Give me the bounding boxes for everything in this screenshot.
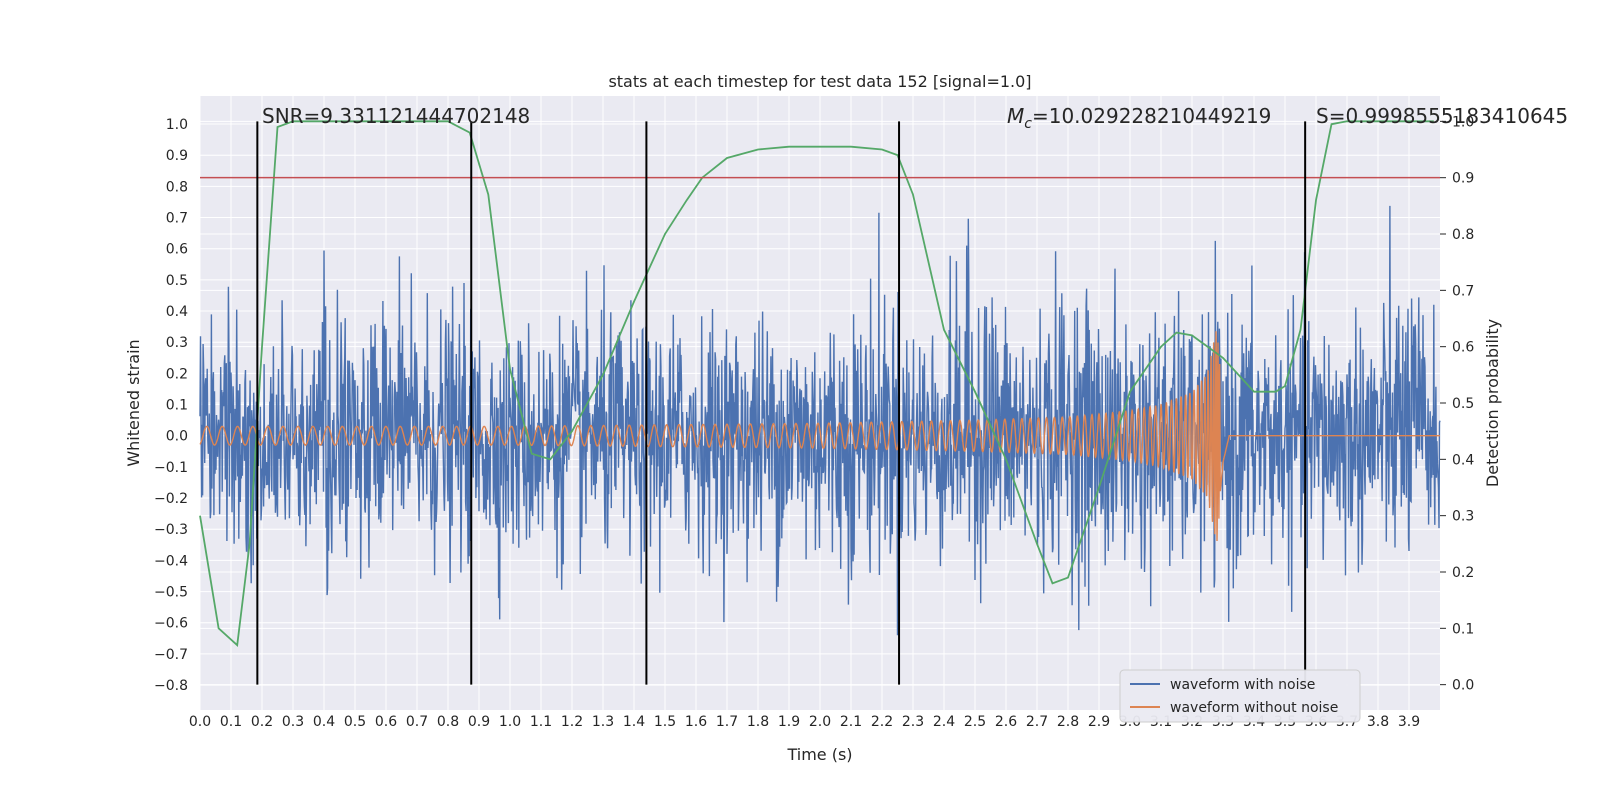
y2-tick-label: 0.6 xyxy=(1452,340,1474,356)
legend-box xyxy=(1119,669,1361,723)
chirp-mass-value: =10.029228210449219 xyxy=(1032,104,1271,128)
x-tick-label: 2.0 xyxy=(809,714,831,730)
y2-tick-label: 0.3 xyxy=(1452,509,1474,525)
y-tick-label: −0.3 xyxy=(154,522,188,538)
y-tick-label: −0.2 xyxy=(154,491,188,507)
x-tick-label: 1.7 xyxy=(716,714,738,730)
x-tick-label: 1.5 xyxy=(654,714,676,730)
y2-tick-label: 0.7 xyxy=(1452,283,1474,299)
series-detection-probability xyxy=(199,120,1434,648)
x-tick-label: 2.3 xyxy=(902,714,924,730)
x-tick-label: 1.1 xyxy=(530,714,552,730)
y-tick-label: 0.9 xyxy=(166,148,188,164)
y-tick-label: 0.4 xyxy=(166,304,188,320)
y-tick-label: −0.8 xyxy=(154,678,188,694)
y-tick-label: −0.6 xyxy=(154,616,188,632)
x-tick-label: 0.3 xyxy=(282,714,304,730)
y2-tick-label: 0.4 xyxy=(1452,452,1474,468)
x-tick-label: 0.8 xyxy=(437,714,459,730)
chirp-mass-annotation: Mc=10.029228210449219 xyxy=(1007,104,1271,132)
y2-axis-ticks: 0.0 0.1 0.2 0.3 0.4 0.5 0.6 0.7 0.8 0.9 1.0 xyxy=(1440,114,1474,694)
y-tick-label: 0.8 xyxy=(166,179,188,195)
x-tick-label: 1.0 xyxy=(499,714,521,730)
legend: waveform with noise waveform without noi… xyxy=(1119,669,1361,723)
legend-label-noise: waveform with noise xyxy=(1170,677,1315,693)
series-waveform-with-noise xyxy=(199,205,1441,636)
x-tick-label: 3.8 xyxy=(1367,714,1389,730)
y-tick-label: 0.5 xyxy=(166,273,188,289)
x-axis-label: Time (s) xyxy=(786,745,852,764)
y-tick-label: 0.7 xyxy=(166,211,188,227)
x-tick-label: 1.8 xyxy=(747,714,769,730)
y-tick-label: 1.0 xyxy=(166,117,188,133)
x-tick-label: 0.0 xyxy=(189,714,211,730)
x-tick-label: 1.4 xyxy=(623,714,645,730)
y2-tick-label: 1.0 xyxy=(1452,114,1474,130)
y2-tick-label: 0.2 xyxy=(1452,565,1474,581)
chirp-mass-subscript: c xyxy=(1024,116,1032,132)
x-tick-label: 2.7 xyxy=(1026,714,1048,730)
chirp-mass-symbol: M xyxy=(1007,104,1024,128)
x-tick-label: 2.5 xyxy=(964,714,986,730)
y-tick-label: −0.5 xyxy=(154,585,188,601)
x-tick-label: 1.2 xyxy=(561,714,583,730)
y-axis-label: Whitened strain xyxy=(124,339,143,466)
x-tick-label: 0.6 xyxy=(375,714,397,730)
noise-trace xyxy=(199,205,1441,636)
x-tick-label: 0.5 xyxy=(344,714,366,730)
s-annotation: S=0.9998555183410645 xyxy=(1316,104,1568,128)
x-tick-label: 0.1 xyxy=(220,714,242,730)
x-tick-label: 0.2 xyxy=(251,714,273,730)
x-tick-label: 1.3 xyxy=(592,714,614,730)
y2-tick-label: 0.8 xyxy=(1452,227,1474,243)
y-tick-label: −0.7 xyxy=(154,647,188,663)
y-tick-label: −0.4 xyxy=(154,553,188,569)
snr-annotation: SNR=9.331121444702148 xyxy=(262,104,530,128)
y2-tick-label: 0.0 xyxy=(1452,678,1474,694)
probability-trace xyxy=(199,120,1434,648)
x-tick-label: 0.9 xyxy=(468,714,490,730)
y-tick-label: 0.6 xyxy=(166,242,188,258)
vertical-markers xyxy=(256,121,1307,685)
x-tick-label: 2.6 xyxy=(995,714,1017,730)
x-tick-label: 0.7 xyxy=(406,714,428,730)
x-tick-label: 1.9 xyxy=(778,714,800,730)
y2-axis-label: Detection probability xyxy=(1483,319,1502,487)
x-tick-label: 2.2 xyxy=(871,714,893,730)
chart-title: stats at each timestep for test data 152… xyxy=(608,72,1031,91)
x-tick-label: 0.4 xyxy=(313,714,335,730)
x-tick-label: 2.4 xyxy=(933,714,955,730)
y-axis-ticks: −0.8 −0.7 −0.6 −0.5 −0.4 −0.3 −0.2 −0.1 0.0 0.1 0.… xyxy=(154,117,188,694)
y-tick-label: −0.1 xyxy=(154,460,188,476)
y2-tick-label: 0.9 xyxy=(1452,171,1474,187)
legend-label-clean: waveform without noise xyxy=(1170,700,1338,716)
y2-tick-label: 0.5 xyxy=(1452,396,1474,412)
x-tick-label: 2.8 xyxy=(1057,714,1079,730)
series-waveform-without-noise xyxy=(199,331,1440,542)
y-tick-label: 0.2 xyxy=(166,366,188,382)
x-tick-label: 3.9 xyxy=(1398,714,1420,730)
x-tick-label: 2.1 xyxy=(840,714,862,730)
y2-tick-label: 0.1 xyxy=(1452,621,1474,637)
y-tick-label: 0.3 xyxy=(166,335,188,351)
y-tick-label: 0.1 xyxy=(166,398,188,414)
x-tick-label: 2.9 xyxy=(1088,714,1110,730)
y-tick-label: 0.0 xyxy=(166,429,188,445)
x-tick-label: 1.6 xyxy=(685,714,707,730)
chirp-trace xyxy=(199,331,1440,542)
